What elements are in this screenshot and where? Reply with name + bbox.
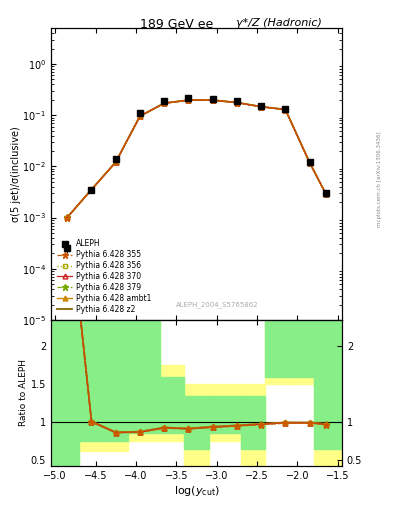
Legend: ALEPH, Pythia 6.428 355, Pythia 6.428 356, Pythia 6.428 370, Pythia 6.428 379, P: ALEPH, Pythia 6.428 355, Pythia 6.428 35… <box>55 237 154 316</box>
Text: γ*/Z (Hadronic): γ*/Z (Hadronic) <box>236 18 322 28</box>
Y-axis label: σ(5 jet)/σ(inclusive): σ(5 jet)/σ(inclusive) <box>11 126 21 222</box>
Y-axis label: Ratio to ALEPH: Ratio to ALEPH <box>19 359 28 426</box>
X-axis label: $\log(y_{\rm cut})$: $\log(y_{\rm cut})$ <box>174 483 219 498</box>
Text: mcplots.cern.ch [arXiv:1306.3436]: mcplots.cern.ch [arXiv:1306.3436] <box>377 132 382 227</box>
Text: ALEPH_2004_S5765862: ALEPH_2004_S5765862 <box>176 302 258 308</box>
Text: 189 GeV ee: 189 GeV ee <box>140 18 213 31</box>
